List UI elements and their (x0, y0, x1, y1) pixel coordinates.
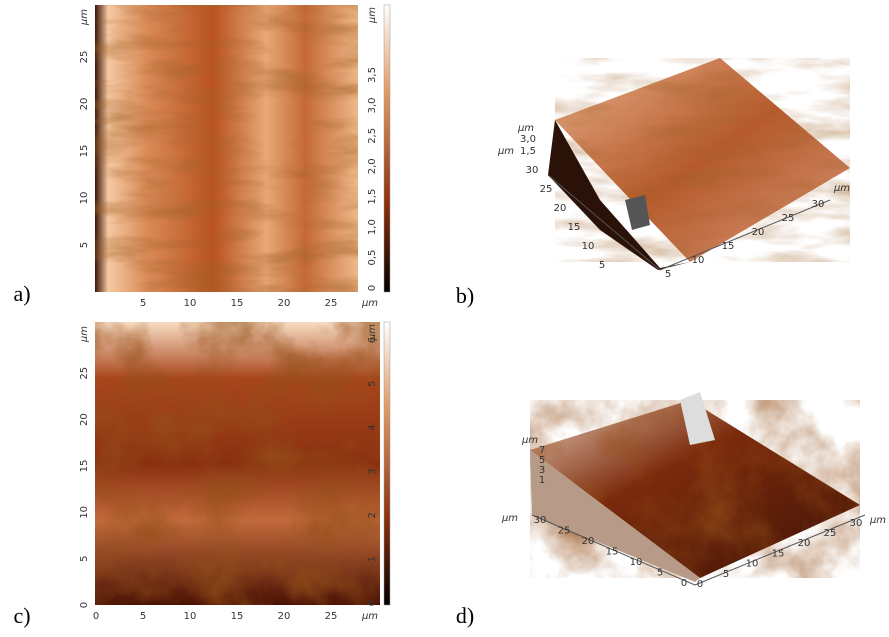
y-tick-label: 15 (568, 222, 581, 233)
y-tick-label: 10 (582, 241, 595, 252)
x-tick-label: 25 (325, 298, 338, 309)
colorbar-tick-label: 3,5 (367, 67, 378, 83)
y-tick-label: 20 (79, 98, 90, 111)
z-tick-label: 1,5 (520, 146, 536, 157)
surface-texture (555, 58, 850, 262)
y-tick-label: 15 (79, 145, 90, 158)
y-tick-label: 25 (558, 526, 571, 537)
y-tick-label: 30 (534, 515, 547, 526)
y-tick-label: 0 (79, 602, 90, 608)
y-tick-label: 10 (630, 557, 643, 568)
y-tick-label: 10 (79, 506, 90, 519)
y-tick-label: 30 (526, 165, 539, 176)
x-tick-label: 30 (850, 518, 863, 529)
x-tick-label: 10 (746, 559, 759, 570)
y-tick-label: 15 (606, 547, 619, 558)
colorbar-tick-label: 2,0 (367, 158, 378, 174)
afm-texture (95, 5, 358, 292)
y-tick-label: 0 (681, 578, 687, 589)
figure: a)b)c)d)510152025µm510152025µm00,51,01,5… (0, 0, 889, 637)
y-tick-label: 20 (582, 536, 595, 547)
colorbar-tick-label: 1 (367, 556, 378, 562)
y-tick-label: 5 (79, 242, 90, 248)
z-unit: µm (521, 435, 538, 446)
y-unit: µm (497, 146, 514, 157)
colorbar-tick-label: 1,5 (367, 189, 378, 205)
x-tick-label: 20 (752, 227, 765, 238)
x-tick-label: 20 (278, 611, 291, 622)
y-tick-label: 5 (599, 260, 605, 271)
x-tick-label: 5 (140, 298, 146, 309)
colorbar-tick-label: 0,5 (367, 250, 378, 266)
y-tick-label: 25 (540, 184, 553, 195)
x-tick-label: 10 (184, 298, 197, 309)
x-tick-label: 20 (278, 298, 291, 309)
x-tick-label: 15 (231, 298, 244, 309)
panel-label: c) (13, 603, 30, 628)
colorbar-tick-label: 3,0 (367, 97, 378, 113)
y-tick-label: 25 (79, 367, 90, 380)
colorbar-tick-label: 0 (367, 600, 378, 606)
x-tick-label: 0 (93, 611, 99, 622)
colorbar-tick-label: 4 (367, 424, 378, 430)
y-tick-label: 5 (79, 555, 90, 561)
x-unit: µm (833, 183, 850, 194)
y-unit: µm (79, 326, 90, 343)
x-tick-label: 0 (697, 579, 703, 590)
colorbar-tick-label: 0 (367, 285, 378, 291)
colorbar-tick-label: 2,5 (367, 128, 378, 144)
panel-label: d) (456, 603, 474, 628)
y-tick-label: 5 (657, 568, 663, 579)
x-tick-label: 5 (723, 569, 729, 580)
y-tick-label: 25 (79, 51, 90, 64)
x-unit: µm (361, 611, 378, 622)
x-tick-label: 20 (798, 538, 811, 549)
x-tick-label: 30 (812, 199, 825, 210)
x-tick-label: 25 (824, 528, 837, 539)
x-unit: µm (361, 298, 378, 309)
colorbar-tick-label: 2 (367, 512, 378, 518)
colorbar-unit: µm (367, 324, 378, 341)
y-tick-label: 20 (79, 413, 90, 426)
colorbar (384, 322, 390, 605)
y-tick-label: 10 (79, 192, 90, 205)
panel-label: b) (456, 283, 474, 308)
z-tick-label: 1 (539, 475, 545, 486)
afm-texture (95, 322, 380, 605)
page: a)b)c)d)510152025µm510152025µm00,51,01,5… (0, 0, 889, 637)
colorbar-tick-label: 3 (367, 468, 378, 474)
x-tick-label: 5 (665, 269, 671, 280)
x-tick-label: 25 (782, 213, 795, 224)
x-tick-label: 25 (325, 611, 338, 622)
x-unit: µm (869, 515, 886, 526)
x-tick-label: 15 (231, 611, 244, 622)
x-tick-label: 10 (184, 611, 197, 622)
colorbar-tick-label: 5 (367, 381, 378, 387)
y-tick-label: 15 (79, 460, 90, 473)
x-tick-label: 15 (722, 241, 735, 252)
colorbar-unit: µm (367, 7, 378, 24)
y-unit: µm (501, 513, 518, 524)
z-tick-label: 3,0 (520, 134, 536, 145)
panel-label: a) (13, 281, 30, 306)
x-tick-label: 15 (772, 548, 785, 559)
x-tick-label: 10 (692, 255, 705, 266)
z-unit: µm (517, 123, 534, 134)
colorbar-tick-label: 1,0 (367, 219, 378, 235)
colorbar (384, 5, 390, 292)
y-tick-label: 20 (554, 203, 567, 214)
y-unit: µm (79, 9, 90, 26)
x-tick-label: 5 (140, 611, 146, 622)
